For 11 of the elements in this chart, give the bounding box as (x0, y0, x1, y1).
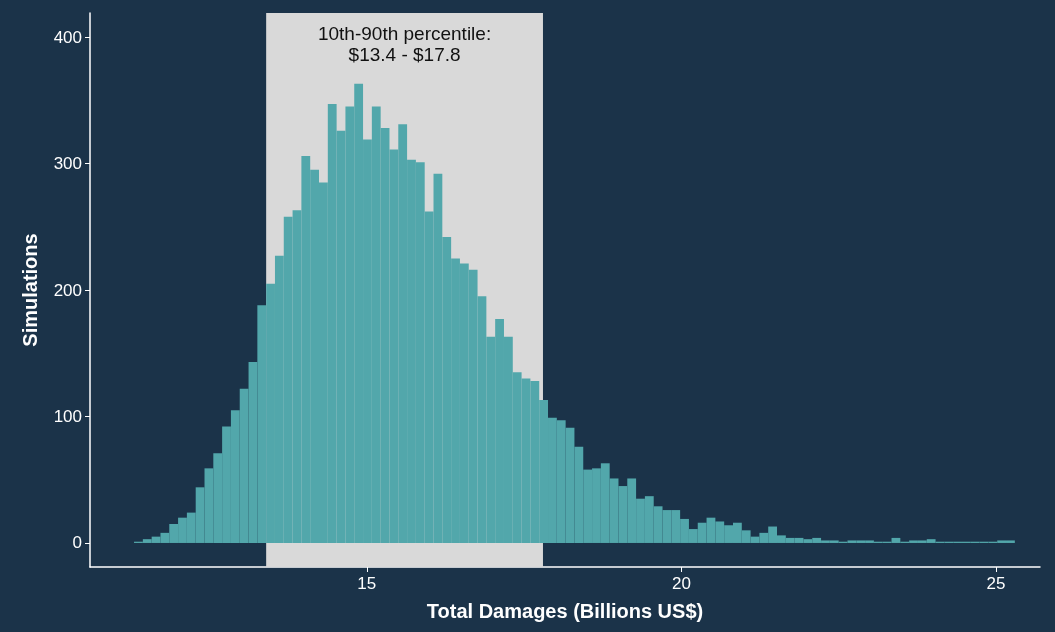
band-label: 10th-90th percentile: $13.4 - $17.8 (317, 23, 492, 65)
x-tick-label: 25 (986, 574, 1006, 593)
y-tick-label: 200 (53, 280, 82, 300)
y-tick-label: 100 (53, 406, 82, 426)
y-tick-label: 300 (53, 154, 82, 174)
y-axis-title: Simulations (19, 233, 41, 347)
x-tick-label: 20 (671, 574, 691, 593)
y-tick-label: 400 (53, 27, 82, 47)
y-tick-label: 0 (72, 533, 82, 553)
x-tick-label: 15 (357, 574, 377, 593)
x-axis-title: Total Damages (Billions US$) (426, 600, 704, 622)
